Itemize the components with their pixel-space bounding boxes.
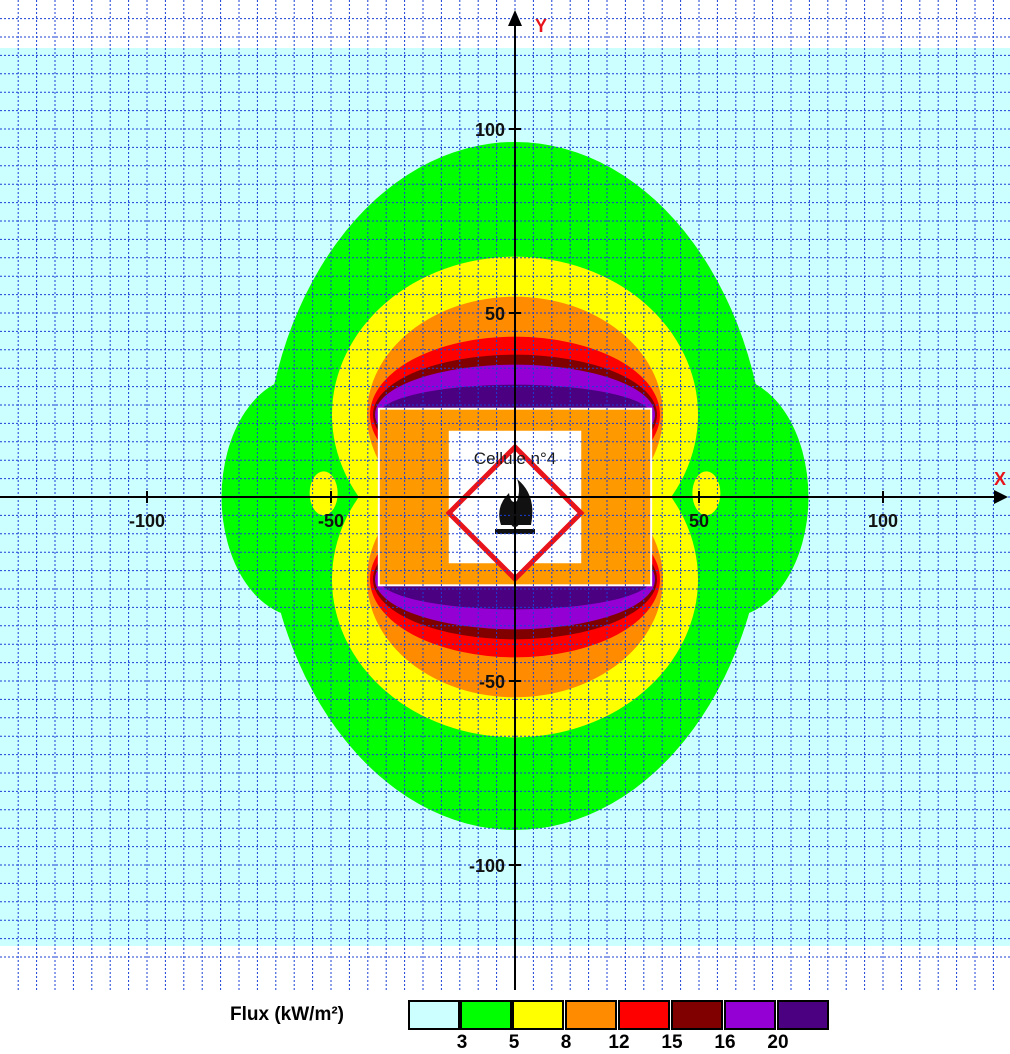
y-axis-label: Y (535, 16, 547, 36)
x-tick-label: -100 (129, 511, 165, 531)
flux-legend: Flux (kW/m²) 3 5 8 12 15 16 20 (0, 990, 1010, 1054)
x-axis-arrow (994, 490, 1008, 504)
y-tick-label: -100 (469, 856, 505, 876)
legend-title: Flux (kW/m²) (230, 1004, 344, 1025)
legend-swatch-0 (408, 1000, 460, 1030)
legend-value-15: 15 (661, 1032, 683, 1053)
y-axis-arrow (508, 10, 522, 26)
axes (0, 10, 1008, 990)
legend-value-16: 16 (714, 1032, 736, 1053)
x-tick-label: 50 (689, 511, 709, 531)
legend-value-12: 12 (608, 1032, 630, 1053)
legend-swatch-5 (671, 1000, 723, 1030)
x-tick-label: 0 (510, 511, 520, 531)
legend-value-3: 3 (456, 1032, 468, 1053)
legend-swatch-7 (777, 1000, 829, 1030)
legend-swatch-1 (460, 1000, 512, 1030)
legend-swatch-2 (512, 1000, 564, 1030)
y-tick-label: -50 (479, 672, 505, 692)
tick-labels: -100 -50 0 50 100 100 50 -50 -100 X Y (129, 16, 1006, 876)
legend-value-20: 20 (767, 1032, 789, 1053)
x-tick-label: -50 (318, 511, 344, 531)
grid (0, 0, 1010, 990)
legend-swatch-4 (618, 1000, 670, 1030)
zone-5-right-spot (692, 471, 721, 516)
x-axis-label: X (994, 469, 1006, 489)
zone-5-left-spot (309, 471, 338, 516)
y-tick-label: 50 (485, 304, 505, 324)
legend-value-5: 5 (508, 1032, 520, 1053)
y-tick-label: 100 (475, 120, 505, 140)
legend-swatch-6 (724, 1000, 776, 1030)
x-tick-label: 100 (868, 511, 898, 531)
legend-value-8: 8 (560, 1032, 572, 1053)
legend-swatch-3 (565, 1000, 617, 1030)
